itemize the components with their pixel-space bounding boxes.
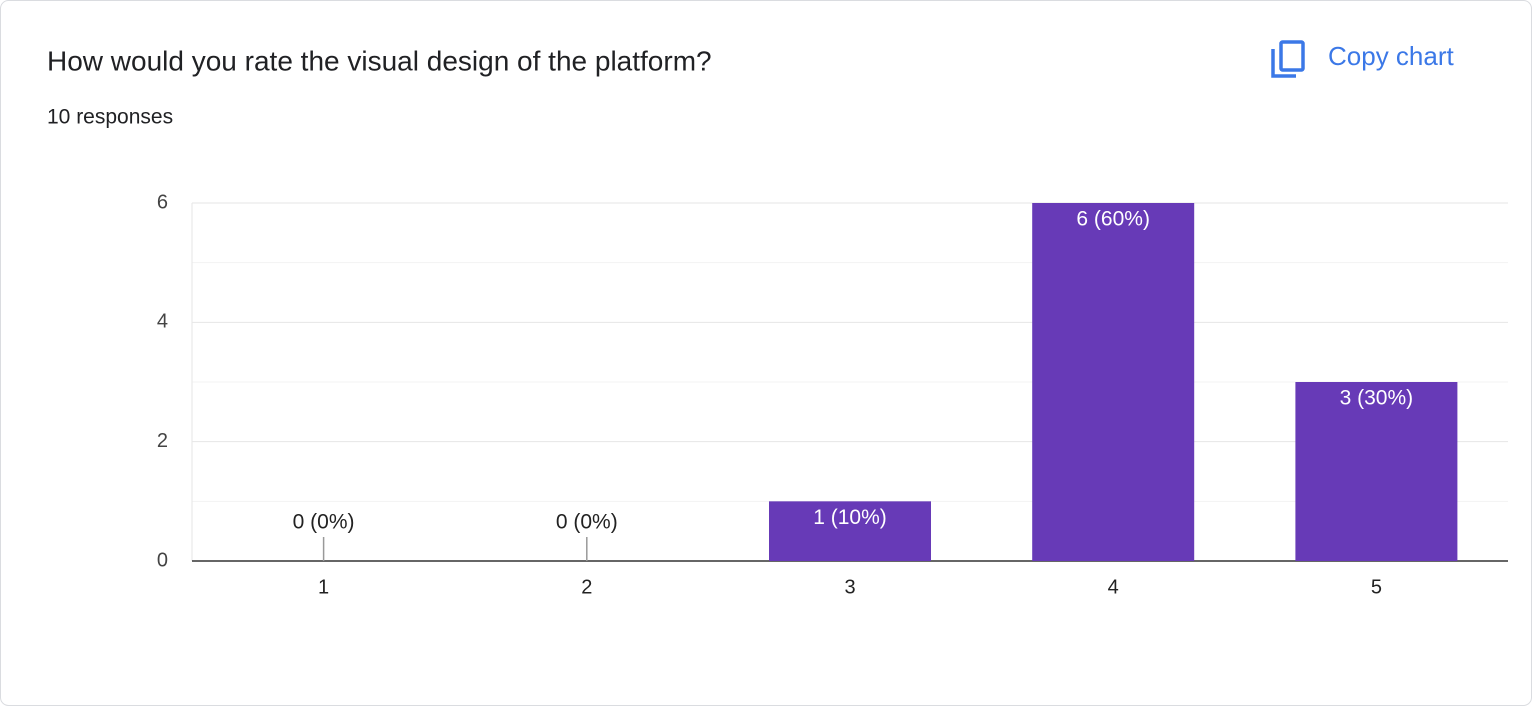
copy-chart-button[interactable]: Copy chart (1271, 40, 1454, 78)
y-tick-label: 6 (157, 191, 168, 213)
bar (1032, 203, 1195, 561)
x-tick-label: 5 (1371, 576, 1382, 598)
subtitle: 10 responses (47, 106, 173, 129)
x-tick-label: 4 (1108, 576, 1119, 598)
data-label: 0 (0%) (293, 511, 355, 534)
y-tick-label: 2 (157, 430, 168, 452)
x-tick-label: 1 (318, 576, 329, 598)
data-label: 3 (30%) (1340, 387, 1414, 410)
x-tick-label: 2 (581, 576, 592, 598)
data-label: 6 (60%) (1076, 208, 1150, 231)
y-tick-label: 0 (157, 549, 168, 571)
data-label: 1 (10%) (813, 506, 887, 529)
chart-title: How would you rate the visual design of … (47, 45, 712, 76)
button-label[interactable]: Copy chart (1328, 41, 1454, 71)
data-label: 0 (0%) (556, 511, 618, 534)
bar (1295, 382, 1458, 561)
copy-icon (1271, 40, 1305, 78)
y-tick-label: 4 (157, 311, 168, 333)
x-tick-label: 3 (844, 576, 855, 598)
bar (769, 501, 931, 561)
